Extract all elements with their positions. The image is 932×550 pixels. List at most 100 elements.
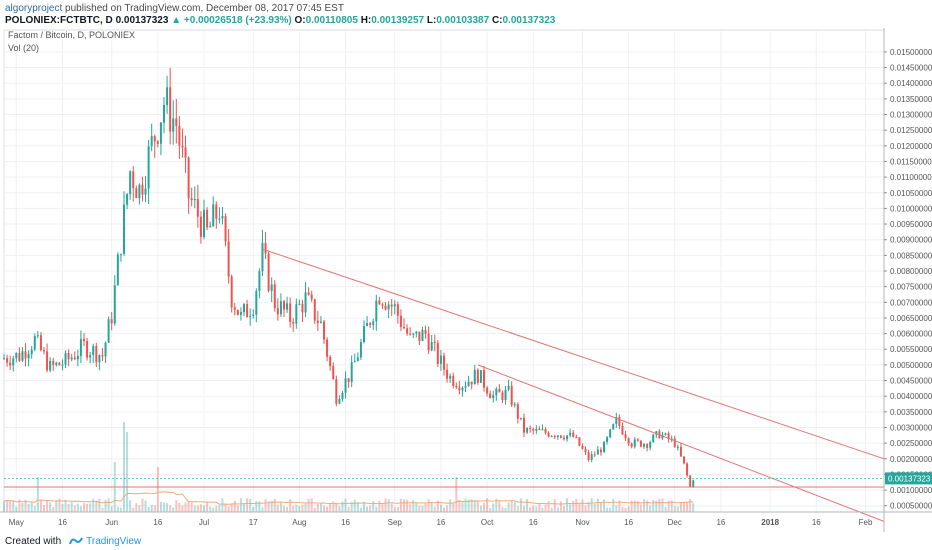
candle-down bbox=[563, 437, 565, 440]
candle-down bbox=[424, 329, 427, 334]
candle-down bbox=[329, 356, 332, 367]
candle-up bbox=[439, 355, 442, 364]
volume-bar bbox=[372, 501, 375, 512]
volume-bar bbox=[618, 500, 621, 512]
volume-bar bbox=[326, 506, 329, 512]
volume-bar bbox=[126, 432, 129, 512]
volume-bar bbox=[553, 499, 556, 512]
candle-down bbox=[316, 320, 319, 323]
volume-bar bbox=[33, 506, 36, 512]
candle-down bbox=[184, 147, 187, 158]
volume-bar bbox=[347, 507, 350, 512]
candle-up bbox=[649, 442, 652, 448]
volume-bar bbox=[39, 499, 42, 512]
candle-down bbox=[409, 333, 412, 335]
candle-up bbox=[464, 386, 467, 388]
volume-bar bbox=[470, 499, 473, 512]
volume-bar bbox=[310, 498, 313, 512]
price-tick-label: 0.01050000 bbox=[890, 189, 932, 198]
candle-down bbox=[489, 393, 492, 399]
volume-bar bbox=[119, 507, 122, 512]
candle-down bbox=[215, 204, 218, 219]
author-link[interactable]: algoryproject bbox=[5, 3, 63, 14]
candle-down bbox=[544, 429, 547, 433]
volume-bar bbox=[341, 501, 344, 512]
volume-bar bbox=[212, 507, 215, 512]
volume-bar bbox=[144, 500, 147, 512]
trendlines[interactable] bbox=[4, 248, 885, 522]
candle-up bbox=[3, 358, 5, 360]
candle-down bbox=[458, 387, 461, 391]
volume-bar bbox=[221, 498, 224, 512]
candle-down bbox=[433, 341, 436, 343]
tradingview-brand[interactable]: TradingView bbox=[86, 535, 142, 547]
candle-down bbox=[399, 315, 402, 327]
time-tick-label: 16 bbox=[58, 518, 67, 527]
candle-down bbox=[86, 340, 89, 358]
candle-down bbox=[46, 351, 49, 371]
candle-down bbox=[283, 301, 285, 310]
candle-down bbox=[627, 438, 630, 444]
volume-bar bbox=[664, 507, 667, 512]
volume-bar bbox=[169, 505, 172, 512]
last-price: 0.00137323 bbox=[115, 15, 169, 26]
time-tick-label: Aug bbox=[292, 518, 306, 527]
candle-up bbox=[467, 381, 470, 387]
candle-down bbox=[559, 435, 562, 438]
volume-bar bbox=[27, 503, 30, 512]
tradingview-logo-icon[interactable] bbox=[69, 536, 84, 546]
candle-down bbox=[483, 370, 485, 388]
candle-down bbox=[187, 157, 190, 199]
candle-down bbox=[9, 362, 12, 366]
volume-bar bbox=[273, 498, 276, 512]
volume-bar bbox=[199, 504, 202, 512]
volume-bar bbox=[61, 503, 64, 512]
volume-bar bbox=[403, 499, 405, 512]
price-chart[interactable]: 0.000500000.001000000.001500000.00200000… bbox=[0, 28, 932, 532]
volume-bar bbox=[307, 498, 310, 512]
time-tick-label: 17 bbox=[249, 518, 258, 527]
candle-down bbox=[381, 304, 384, 306]
volume-bar bbox=[550, 507, 553, 512]
time-tick-label: Dec bbox=[668, 518, 682, 527]
candle-down bbox=[636, 439, 639, 441]
high-label: H: bbox=[360, 15, 372, 26]
volume-bar bbox=[3, 500, 5, 512]
candle-up bbox=[89, 355, 92, 358]
candle-up bbox=[430, 341, 433, 351]
volume-bar bbox=[166, 503, 169, 512]
volume-bar bbox=[289, 499, 292, 512]
volume-bar bbox=[436, 500, 439, 512]
candle-up bbox=[144, 188, 147, 195]
volume-bar bbox=[276, 504, 279, 512]
candle-down bbox=[630, 443, 633, 447]
volume-bar bbox=[332, 501, 335, 512]
volume-bar bbox=[30, 502, 33, 512]
volume-bar bbox=[446, 505, 449, 512]
candle-up bbox=[70, 357, 73, 360]
volume-bar bbox=[95, 500, 98, 512]
candle-down bbox=[264, 243, 267, 254]
price-axis[interactable]: 0.000500000.001000000.001500000.00200000… bbox=[883, 28, 932, 532]
candle-down bbox=[686, 463, 689, 476]
candle-up bbox=[12, 358, 15, 366]
price-tick-label: 0.00650000 bbox=[890, 314, 932, 323]
volume-bar bbox=[116, 506, 119, 512]
candle-up bbox=[495, 388, 498, 396]
candle-up bbox=[61, 364, 64, 366]
candle-up bbox=[513, 404, 516, 406]
volume-bar bbox=[387, 499, 390, 512]
candle-down bbox=[83, 339, 85, 341]
volume-bar bbox=[129, 500, 132, 512]
volume-bar bbox=[55, 500, 58, 512]
price-tick-label: 0.00300000 bbox=[890, 423, 932, 432]
volume-bar bbox=[350, 501, 353, 512]
candle-down bbox=[175, 118, 178, 126]
candle-up bbox=[633, 439, 636, 447]
time-axis[interactable]: May 16 Jun 16 Jul 17 Aug 16 Sep 16 Oct 16 Nov 16 Dec 16… bbox=[0, 511, 932, 527]
trendline-1 bbox=[262, 248, 885, 460]
volume-bar bbox=[384, 498, 387, 512]
volume-bar bbox=[295, 504, 298, 512]
candle-up bbox=[664, 433, 667, 435]
volume-bar bbox=[412, 500, 415, 512]
